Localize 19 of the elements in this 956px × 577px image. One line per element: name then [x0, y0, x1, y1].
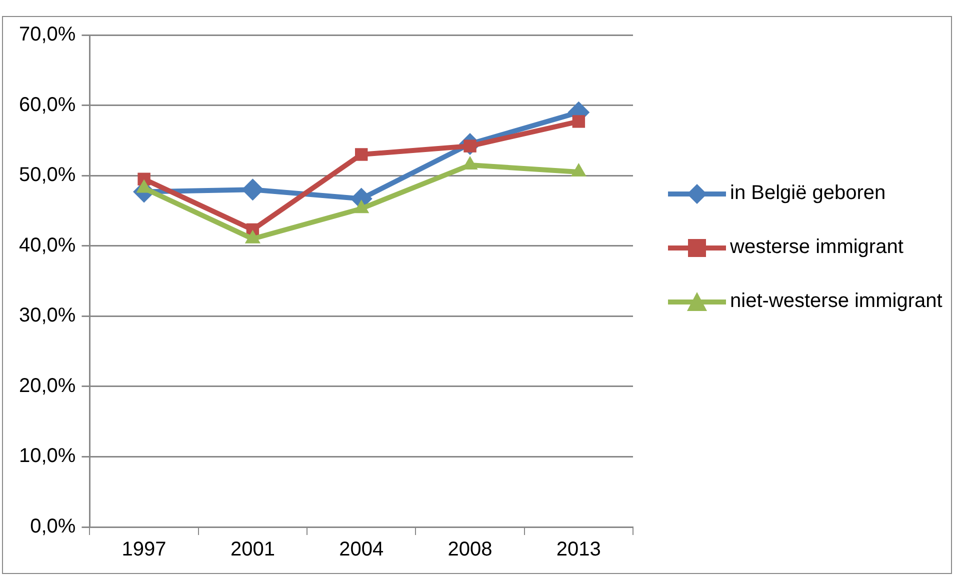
y-tick-label: 60,0%	[18, 94, 76, 116]
x-tick-label: 2008	[448, 538, 492, 561]
point	[354, 148, 368, 161]
x-tick-label: 2004	[339, 538, 384, 561]
y-tick-label: 30,0%	[18, 304, 76, 327]
point	[242, 178, 264, 201]
y-tick-label: 70,0%	[18, 24, 76, 46]
legend-label: westerse immigrant	[730, 236, 904, 259]
y-tick-label: 20,0%	[18, 374, 76, 397]
legend-label: in België geboren	[730, 182, 886, 205]
point	[572, 115, 586, 128]
y-tick-label: 50,0%	[18, 164, 76, 186]
x-tick-label: 2013	[556, 538, 601, 561]
legend-label: niet-westerse immigrant	[730, 290, 942, 313]
y-tick-label: 40,0%	[18, 234, 76, 256]
y-tick-label: 10,0%	[18, 445, 76, 468]
y-tick-label: 0,0%	[30, 516, 76, 538]
x-tick-label: 1997	[122, 538, 166, 561]
x-tick-label: 2001	[230, 538, 275, 561]
